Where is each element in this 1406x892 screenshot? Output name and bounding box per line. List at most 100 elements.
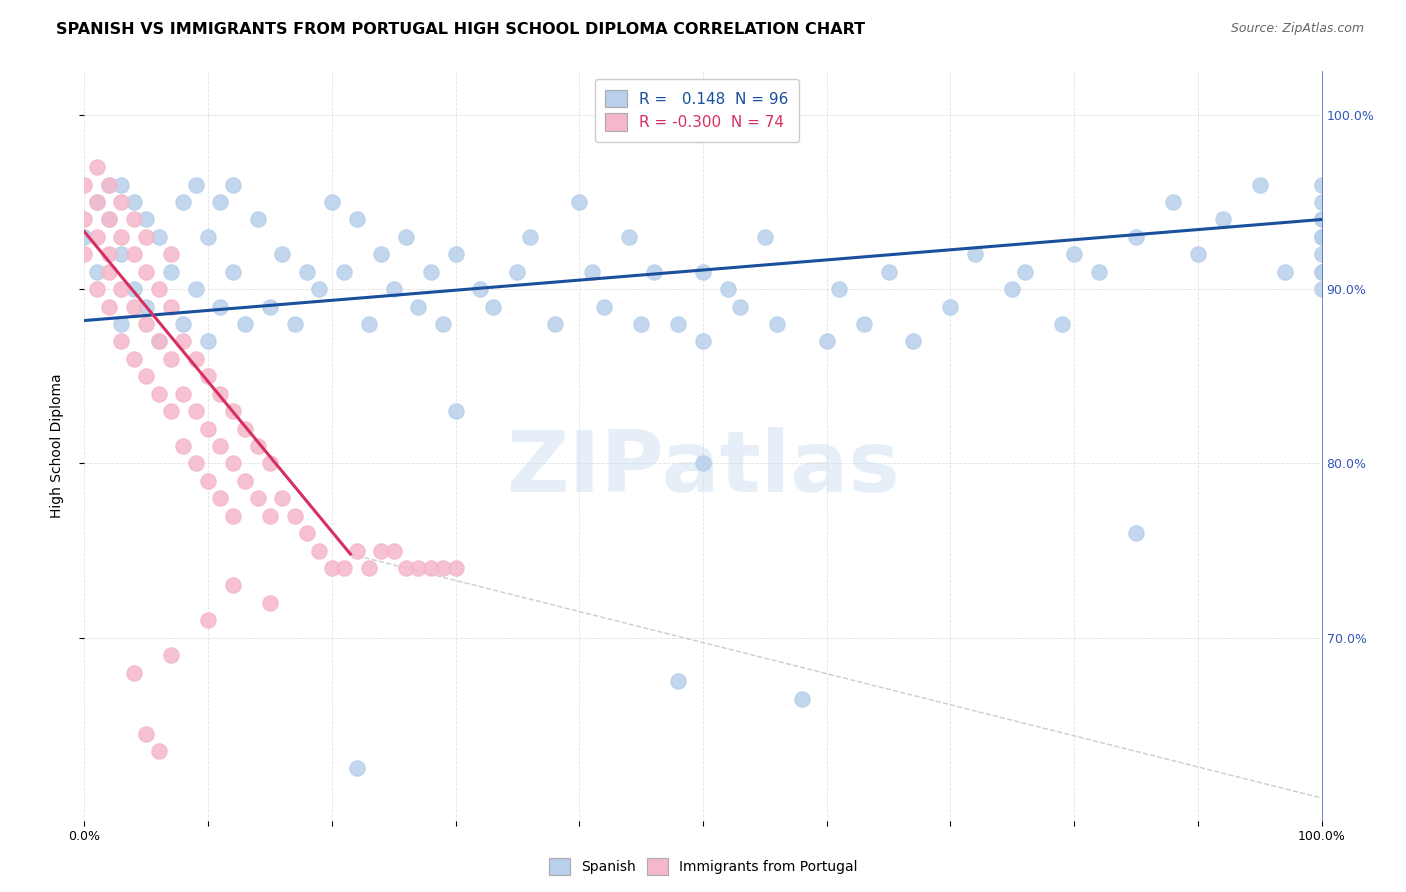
Point — [222, 457, 245, 471]
Point — [86, 230, 108, 244]
Point — [357, 561, 380, 575]
Point — [160, 351, 183, 366]
Point — [73, 230, 96, 244]
Point — [790, 691, 813, 706]
Point — [246, 439, 269, 453]
Point — [110, 195, 132, 210]
Point — [110, 282, 132, 296]
Point — [271, 491, 294, 506]
Point — [432, 317, 454, 331]
Point — [122, 247, 145, 261]
Point — [209, 386, 232, 401]
Point — [828, 282, 851, 296]
Point — [1310, 265, 1333, 279]
Point — [259, 596, 281, 610]
Point — [160, 265, 183, 279]
Point — [233, 421, 256, 435]
Point — [98, 247, 121, 261]
Point — [408, 561, 430, 575]
Point — [370, 543, 392, 558]
Point — [172, 195, 194, 210]
Point — [148, 334, 170, 349]
Point — [197, 421, 219, 435]
Point — [1310, 230, 1333, 244]
Point — [295, 526, 318, 541]
Point — [73, 247, 96, 261]
Point — [543, 317, 565, 331]
Point — [444, 404, 467, 418]
Point — [284, 317, 307, 331]
Point — [728, 300, 751, 314]
Point — [135, 369, 157, 384]
Point — [98, 265, 121, 279]
Point — [197, 369, 219, 384]
Point — [122, 665, 145, 680]
Point — [86, 195, 108, 210]
Point — [160, 247, 183, 261]
Point — [444, 561, 467, 575]
Point — [1125, 526, 1147, 541]
Point — [122, 195, 145, 210]
Point — [965, 247, 987, 261]
Point — [692, 334, 714, 349]
Point — [246, 491, 269, 506]
Point — [333, 561, 356, 575]
Point — [184, 404, 207, 418]
Point — [1310, 247, 1333, 261]
Point — [73, 212, 96, 227]
Point — [1310, 265, 1333, 279]
Point — [259, 300, 281, 314]
Point — [666, 674, 689, 689]
Point — [1063, 247, 1085, 261]
Point — [122, 212, 145, 227]
Point — [1274, 265, 1296, 279]
Point — [395, 561, 418, 575]
Point — [1014, 265, 1036, 279]
Text: Source: ZipAtlas.com: Source: ZipAtlas.com — [1230, 22, 1364, 36]
Point — [135, 726, 157, 740]
Point — [122, 351, 145, 366]
Point — [98, 212, 121, 227]
Point — [617, 230, 640, 244]
Point — [222, 178, 245, 192]
Point — [852, 317, 875, 331]
Point — [197, 334, 219, 349]
Point — [1161, 195, 1184, 210]
Point — [98, 178, 121, 192]
Point — [209, 491, 232, 506]
Point — [1310, 195, 1333, 210]
Text: ZIPatlas: ZIPatlas — [506, 427, 900, 510]
Point — [568, 195, 591, 210]
Point — [408, 300, 430, 314]
Point — [98, 178, 121, 192]
Point — [1310, 282, 1333, 296]
Point — [754, 230, 776, 244]
Point — [321, 561, 343, 575]
Point — [581, 265, 603, 279]
Point — [233, 317, 256, 331]
Point — [197, 230, 219, 244]
Point — [73, 178, 96, 192]
Point — [148, 386, 170, 401]
Point — [1050, 317, 1073, 331]
Point — [160, 404, 183, 418]
Point — [172, 439, 194, 453]
Point — [184, 282, 207, 296]
Point — [135, 265, 157, 279]
Point — [1187, 247, 1209, 261]
Point — [148, 282, 170, 296]
Point — [160, 648, 183, 662]
Point — [86, 160, 108, 174]
Point — [1310, 230, 1333, 244]
Point — [815, 334, 838, 349]
Point — [357, 317, 380, 331]
Point — [766, 317, 789, 331]
Point — [295, 265, 318, 279]
Point — [110, 317, 132, 331]
Point — [939, 300, 962, 314]
Point — [692, 457, 714, 471]
Point — [197, 474, 219, 488]
Point — [110, 230, 132, 244]
Point — [222, 578, 245, 592]
Point — [197, 613, 219, 627]
